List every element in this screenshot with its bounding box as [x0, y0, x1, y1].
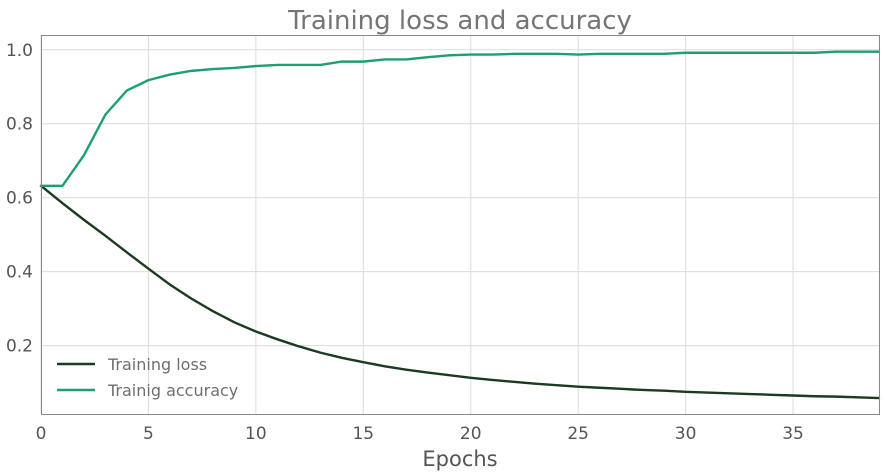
plot-frame — [41, 35, 880, 415]
y-tick-label: 0.8 — [6, 115, 33, 135]
y-tick-label: 0.4 — [6, 263, 33, 283]
x-tick-label: 15 — [352, 424, 374, 444]
y-axis-ticks: 0.2 0.4 0.6 0.8 1.0 — [6, 41, 33, 357]
y-tick-label: 0.6 — [6, 189, 33, 209]
chart-title: Training loss and accuracy — [287, 6, 632, 36]
grid — [40, 35, 879, 414]
series-line-trainig-accuracy — [39, 50, 881, 188]
x-tick-label: 25 — [567, 424, 589, 444]
x-axis-label: Epochs — [422, 447, 497, 471]
x-tick-label: 10 — [245, 424, 267, 444]
x-axis-ticks: 0 5 10 15 20 25 30 35 — [36, 424, 804, 444]
legend-label-training-loss: Training loss — [107, 355, 207, 374]
x-tick-label: 0 — [36, 424, 47, 444]
legend: Training loss Trainig accuracy — [57, 355, 238, 400]
x-tick-label: 30 — [675, 424, 697, 444]
y-tick-label: 1.0 — [6, 41, 33, 61]
series-layer — [39, 50, 881, 400]
x-tick-label: 5 — [143, 424, 154, 444]
legend-label-training-accuracy: Trainig accuracy — [107, 381, 238, 400]
x-tick-label: 35 — [782, 424, 804, 444]
y-tick-label: 0.2 — [6, 337, 33, 357]
x-tick-label: 20 — [460, 424, 482, 444]
series-line-training-loss — [39, 184, 881, 400]
